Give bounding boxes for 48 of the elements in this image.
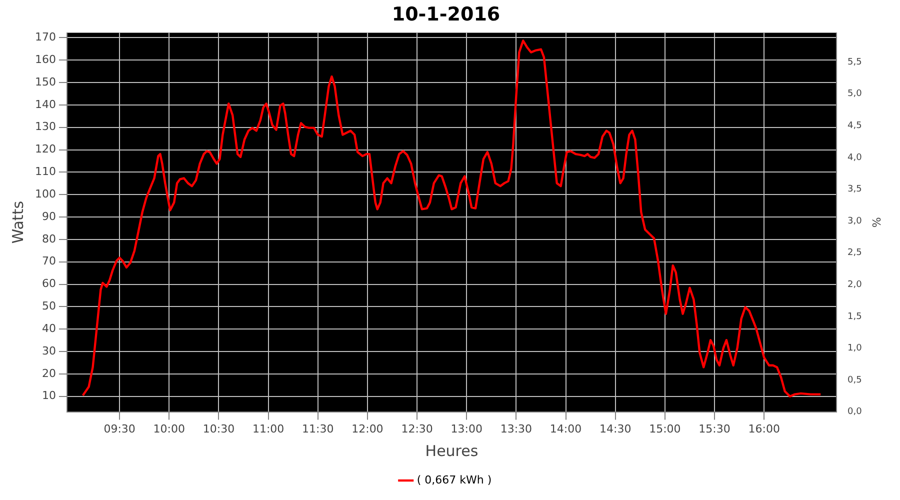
x-tick-label: 11:30 <box>302 422 334 436</box>
y2-tick-label: 4,5 <box>847 120 862 131</box>
y-tick-label: 90 <box>42 210 56 223</box>
x-tick-label: 12:00 <box>352 422 384 436</box>
y-tick-label: 110 <box>34 165 56 178</box>
x-tick-label: 14:00 <box>550 422 582 436</box>
y-tick-label: 30 <box>42 344 56 358</box>
y2-tick-label: 3,5 <box>847 184 862 195</box>
y2-tick-label: 5,5 <box>847 57 862 68</box>
y2-tick-label: 5,0 <box>847 89 862 100</box>
y2-axis-title: % <box>870 217 883 228</box>
y-tick-label: 50 <box>42 300 56 313</box>
y-tick-label: 150 <box>34 75 56 88</box>
y-tick-label: 100 <box>34 187 56 200</box>
legend-label: ( 0,667 kWh ) <box>416 473 492 486</box>
y-tick-label: 130 <box>34 120 56 134</box>
y2-tick-label: 2,5 <box>847 248 862 258</box>
y2-tick-label: 4,0 <box>847 152 862 163</box>
y2-tick-label: 1,5 <box>847 312 862 322</box>
y-tick-label: 160 <box>34 53 56 66</box>
x-tick-label: 15:30 <box>698 422 730 436</box>
y-tick-label: 140 <box>34 98 56 111</box>
y-tick-label: 40 <box>42 322 56 335</box>
y-axis-title: Watts <box>8 200 27 244</box>
y-tick-label: 80 <box>42 232 56 246</box>
y2-tick-label: 0,5 <box>847 375 862 386</box>
x-tick-label: 10:30 <box>202 422 235 436</box>
y-tick-label: 170 <box>34 30 56 44</box>
x-tick-label: 09:30 <box>104 422 136 436</box>
y-tick-label: 120 <box>34 142 56 156</box>
y-tick-label: 20 <box>42 366 56 380</box>
x-tick-label: 13:30 <box>500 422 532 436</box>
y-tick-label: 60 <box>42 277 56 290</box>
y-tick-label: 10 <box>42 389 56 402</box>
x-tick-label: 14:30 <box>600 422 632 436</box>
x-tick-label: 11:00 <box>252 422 284 436</box>
y2-tick-label: 3,0 <box>847 216 862 226</box>
chart-title: 10-1-2016 <box>392 3 500 26</box>
y2-tick-label: 0,0 <box>847 407 862 418</box>
y2-tick-label: 1,0 <box>847 344 862 354</box>
y-tick-label: 70 <box>42 254 56 268</box>
y2-tick-label: 2,0 <box>847 280 862 290</box>
x-tick-label: 15:00 <box>649 422 681 436</box>
x-tick-label: 16:00 <box>748 422 780 436</box>
x-tick-label: 13:00 <box>450 422 482 436</box>
x-axis-title: Heures <box>425 442 478 460</box>
x-tick-label: 10:00 <box>153 422 185 436</box>
x-tick-label: 12:30 <box>401 422 433 436</box>
